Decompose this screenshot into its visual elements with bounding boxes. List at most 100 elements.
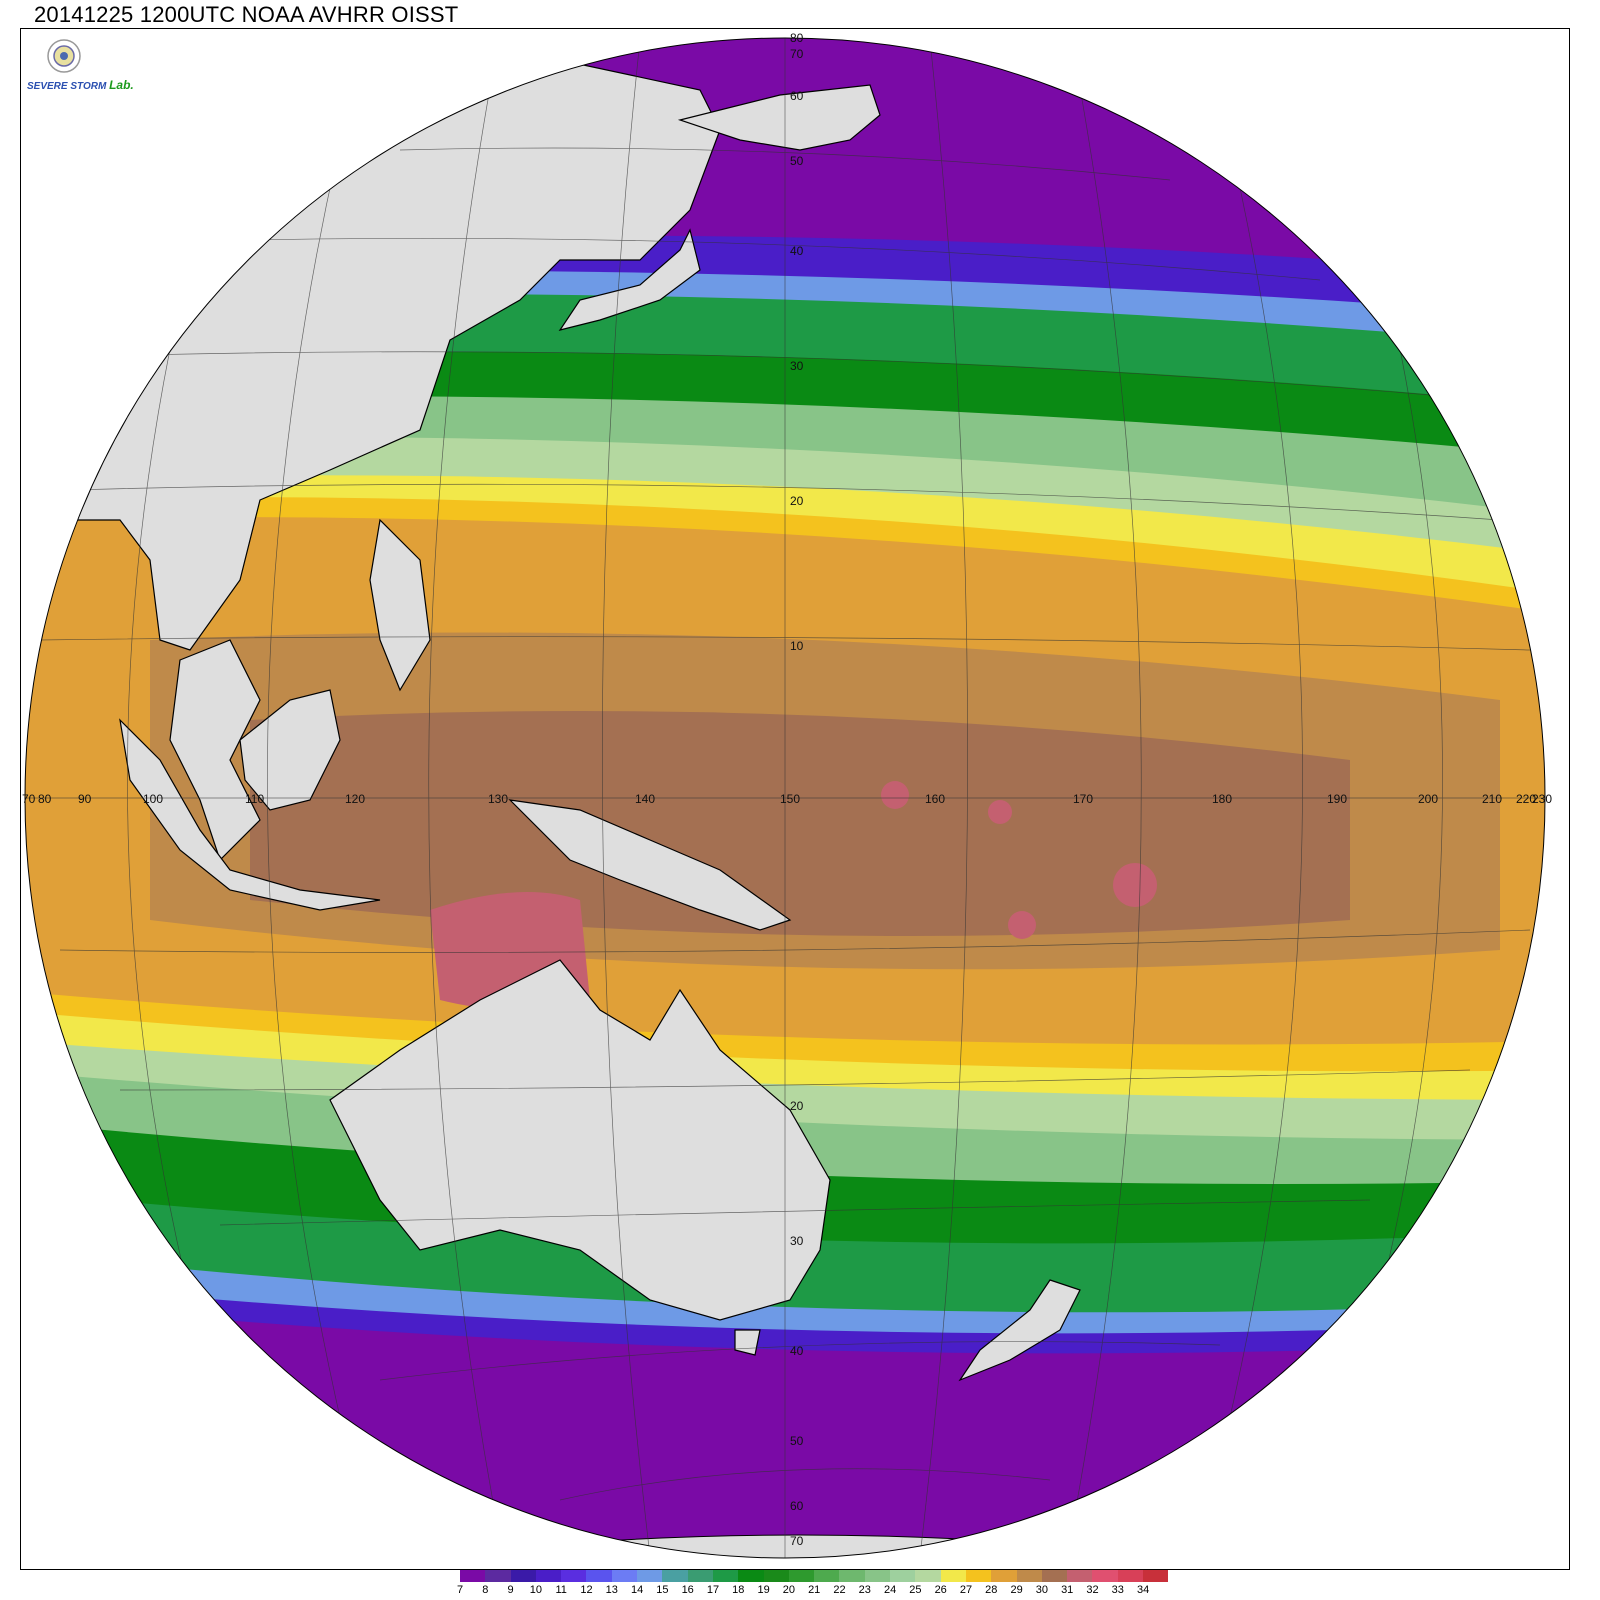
colorbar-label: 8 [482,1584,489,1596]
colorbar-label: 23 [858,1584,871,1596]
colorbar-swatch [687,1570,713,1582]
colorbar [460,1570,1169,1582]
colorbar-label: 7 [456,1584,464,1596]
colorbar-swatch [965,1570,992,1582]
lon-label: 180 [1212,792,1232,806]
colorbar-swatch [535,1570,562,1582]
colorbar-label: 17 [706,1584,720,1596]
colorbar-swatch [637,1570,663,1582]
australia-landmass [329,959,831,1321]
lon-label: 100 [143,792,163,806]
map-title: 20141225 1200UTC NOAA AVHRR OISST [34,2,459,27]
colorbar-swatch [1041,1570,1068,1582]
colorbar-swatch [712,1570,739,1582]
colorbar-label: 27 [959,1584,973,1596]
lon-label: 80 [38,792,52,806]
lat-label: 20 [790,1099,804,1113]
japan-landmass [558,228,701,331]
colorbar-swatch [1117,1570,1144,1582]
lon-label: 230 [1532,792,1552,806]
lon-label: 110 [245,792,264,806]
colorbar-label: 12 [580,1584,593,1596]
globe-outline [24,37,1546,1559]
colorbar-label: 16 [681,1584,694,1596]
colorbar-label: 11 [555,1584,567,1596]
colorbar-label: 30 [1035,1584,1049,1596]
lat-label: 30 [790,359,804,373]
lon-label: 120 [345,792,365,806]
new-guinea-landmass [508,799,792,931]
lon-label: 140 [635,792,655,806]
lon-label: 190 [1327,792,1347,806]
lon-label: 130 [488,792,508,806]
philippines-landmass [369,518,431,692]
lat-label: 20 [790,494,804,508]
colorbar-swatch [788,1570,815,1582]
longitude-labels: 70 80 90 100 110 120 130 140 150 160 170… [22,792,1552,806]
graticule [25,38,1545,1558]
colorbar-label: 10 [529,1584,543,1596]
colorbar-label: 29 [1010,1584,1023,1596]
lat-label: 60 [790,89,804,103]
lat-label: 80 [790,31,804,45]
lat-label: 70 [790,1534,804,1548]
colorbar-label: 22 [833,1584,846,1596]
colorbar-label: 28 [985,1584,998,1596]
colorbar-swatch [460,1570,486,1582]
lat-label: 50 [790,1434,804,1448]
colorbar-label: 13 [605,1584,618,1596]
lat-label: 30 [790,1234,804,1248]
colorbar-swatch [1016,1570,1042,1582]
colorbar-label: 18 [732,1584,745,1596]
kamchatka-landmass [677,84,881,151]
colorbar-label: 14 [630,1584,644,1596]
colorbar-label: 15 [656,1584,669,1596]
tasmania-landmass [734,1329,761,1356]
colorbar-swatch [1143,1570,1169,1582]
colorbar-swatch [662,1570,688,1582]
lon-label: 70 [22,792,36,806]
colorbar-swatch [561,1570,587,1582]
indochina-landmass [169,639,261,862]
lon-label: 160 [925,792,945,806]
lat-label: 50 [790,154,804,168]
colorbar-label: 24 [883,1584,897,1596]
lon-label: 220 [1516,792,1536,806]
colorbar-label: 32 [1086,1584,1099,1596]
lon-label: 200 [1418,792,1438,806]
colorbar-swatch [839,1570,865,1582]
colorbar-label: 33 [1111,1584,1124,1596]
lon-label: 90 [78,792,92,806]
colorbar-swatch [890,1570,916,1582]
colorbar-swatch [763,1570,789,1582]
colorbar-swatch [485,1570,511,1582]
colorbar-swatch [991,1570,1017,1582]
colorbar-swatch [1067,1570,1093,1582]
colorbar-swatch [1092,1570,1118,1582]
colorbar-swatch [864,1570,891,1582]
colorbar-swatch [915,1570,941,1582]
colorbar-label: 9 [507,1584,514,1596]
colorbar-label: 25 [909,1584,922,1596]
colorbar-swatch [611,1570,638,1582]
colorbar-label: 26 [934,1584,947,1596]
colorbar-swatch [510,1570,536,1582]
borneo-landmass [239,689,341,811]
new-zealand-landmass [958,1279,1081,1382]
colorbar-label: 31 [1061,1584,1074,1596]
lat-label: 70 [790,47,804,61]
lat-label: 10 [790,639,804,653]
colorbar-swatch [814,1570,840,1582]
colorbar-label: 21 [808,1584,821,1596]
lon-label: 210 [1482,792,1502,806]
lat-label: 40 [790,1344,804,1358]
colorbar-swatch [940,1570,966,1582]
colorbar-swatch [738,1570,764,1582]
lon-label: 170 [1073,792,1093,806]
colorbar-swatch [586,1570,612,1582]
lab-logo [47,39,81,73]
lat-label: 60 [790,1499,804,1513]
colorbar-label: 34 [1136,1584,1150,1596]
map-frame [20,28,1570,1570]
